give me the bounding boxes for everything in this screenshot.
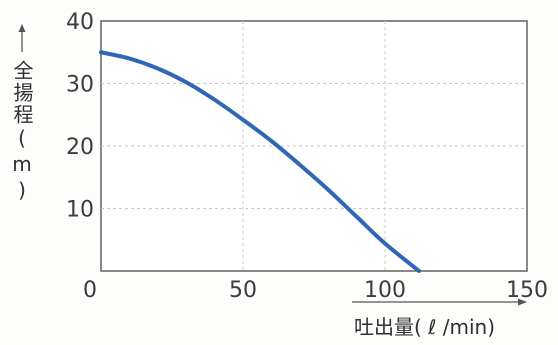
x-tick-labels: 0 50 100 150 [83,278,548,303]
x-axis-arrow-head [518,298,527,306]
y-axis-arrow-head [18,24,26,32]
x-tick-label: 50 [229,278,257,303]
y-axis-label: 全揚程(m) [10,60,34,204]
x-axis-label-group: 吐出量( ℓ /min) [352,298,527,339]
y-tick-labels: 10 20 30 40 [66,10,94,223]
grid-lines [101,21,527,271]
y-tick-label: 40 [66,10,94,35]
series-lines [99,50,422,273]
x-tick-label: 150 [506,278,548,303]
y-axis-label-group: 全揚程(m) [10,24,34,204]
x-axis-label: 吐出量( ℓ /min) [354,315,495,339]
y-tick-label: 20 [66,135,94,160]
x-tick-label: 0 [83,278,97,303]
y-tick-label: 30 [66,73,94,98]
x-tick-label: 100 [364,278,406,303]
y-tick-label: 10 [66,198,94,223]
series-line-head-curve [99,50,422,273]
